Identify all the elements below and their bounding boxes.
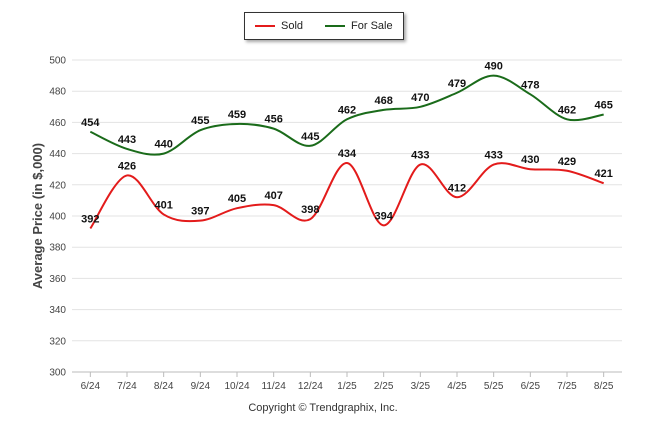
x-tick-label: 4/25: [447, 381, 467, 392]
legend-item-sold: Sold: [255, 20, 303, 32]
y-tick-label: 340: [49, 305, 66, 316]
y-tick-label: 360: [49, 274, 66, 285]
data-label-sold: 394: [374, 210, 393, 222]
data-label-sold: 430: [521, 154, 539, 166]
y-tick-label: 460: [49, 118, 66, 129]
data-label-for-sale: 454: [81, 117, 100, 129]
x-tick-label: 8/25: [594, 381, 614, 392]
y-tick-label: 480: [49, 87, 66, 98]
y-tick-label: 320: [49, 336, 66, 347]
data-label-sold: 407: [264, 190, 282, 202]
data-label-sold: 421: [594, 168, 612, 180]
x-tick-label: 10/24: [224, 381, 249, 392]
legend-swatch-sold: [255, 25, 275, 27]
data-label-for-sale: 462: [338, 104, 356, 116]
data-label-sold: 405: [228, 193, 246, 205]
data-label-sold: 401: [154, 199, 172, 211]
data-label-for-sale: 490: [484, 61, 502, 73]
series-line-sold: [89, 161, 604, 230]
legend-label-for-sale: For Sale: [351, 20, 393, 32]
data-label-sold: 426: [118, 160, 136, 172]
data-label-for-sale: 440: [154, 139, 172, 151]
x-tick-label: 11/24: [262, 381, 287, 392]
x-tick-label: 12/24: [298, 381, 323, 392]
data-label-sold: 398: [301, 204, 319, 216]
legend-label-sold: Sold: [281, 20, 304, 32]
data-label-for-sale: 459: [228, 109, 246, 121]
data-label-sold: 429: [558, 156, 576, 168]
y-tick-label: 420: [49, 180, 66, 191]
y-tick-label: 500: [49, 56, 66, 67]
legend-item-for-sale: For Sale: [325, 20, 393, 32]
copyright-text: Copyright © Trendgraphix, Inc.: [248, 402, 398, 414]
x-tick-label: 8/24: [154, 381, 174, 392]
data-label-for-sale: 479: [448, 78, 466, 90]
data-label-sold: 433: [484, 150, 502, 162]
y-tick-label: 400: [49, 212, 66, 223]
x-tick-label: 5/25: [484, 381, 504, 392]
data-label-for-sale: 455: [191, 115, 209, 127]
legend-swatch-for-sale: [325, 25, 346, 27]
x-tick-label: 7/24: [117, 381, 137, 392]
data-label-sold: 434: [338, 148, 357, 160]
data-label-sold: 397: [191, 206, 209, 218]
data-label-for-sale: 456: [264, 114, 282, 126]
y-tick-label: 300: [49, 368, 66, 379]
y-axis-title: Average Price (in $,000): [30, 143, 45, 289]
data-label-for-sale: 462: [558, 104, 576, 116]
data-label-sold: 412: [448, 182, 466, 194]
y-tick-label: 440: [49, 149, 66, 160]
chart-legend: Sold For Sale: [244, 12, 404, 40]
data-label-sold: 433: [411, 150, 429, 162]
x-tick-label: 7/25: [557, 381, 577, 392]
data-label-sold: 392: [81, 213, 99, 225]
x-tick-label: 2/25: [374, 381, 394, 392]
data-label-for-sale: 478: [521, 79, 539, 91]
x-tick-label: 6/25: [521, 381, 541, 392]
data-label-for-sale: 465: [594, 100, 612, 112]
data-label-for-sale: 468: [374, 95, 392, 107]
x-tick-label: 9/24: [191, 381, 211, 392]
data-label-for-sale: 445: [301, 131, 319, 143]
x-tick-label: 3/25: [411, 381, 431, 392]
data-label-for-sale: 443: [118, 134, 136, 146]
data-label-for-sale: 470: [411, 92, 429, 104]
y-tick-label: 380: [49, 243, 66, 254]
x-tick-label: 6/24: [81, 381, 101, 392]
x-tick-label: 1/25: [337, 381, 357, 392]
